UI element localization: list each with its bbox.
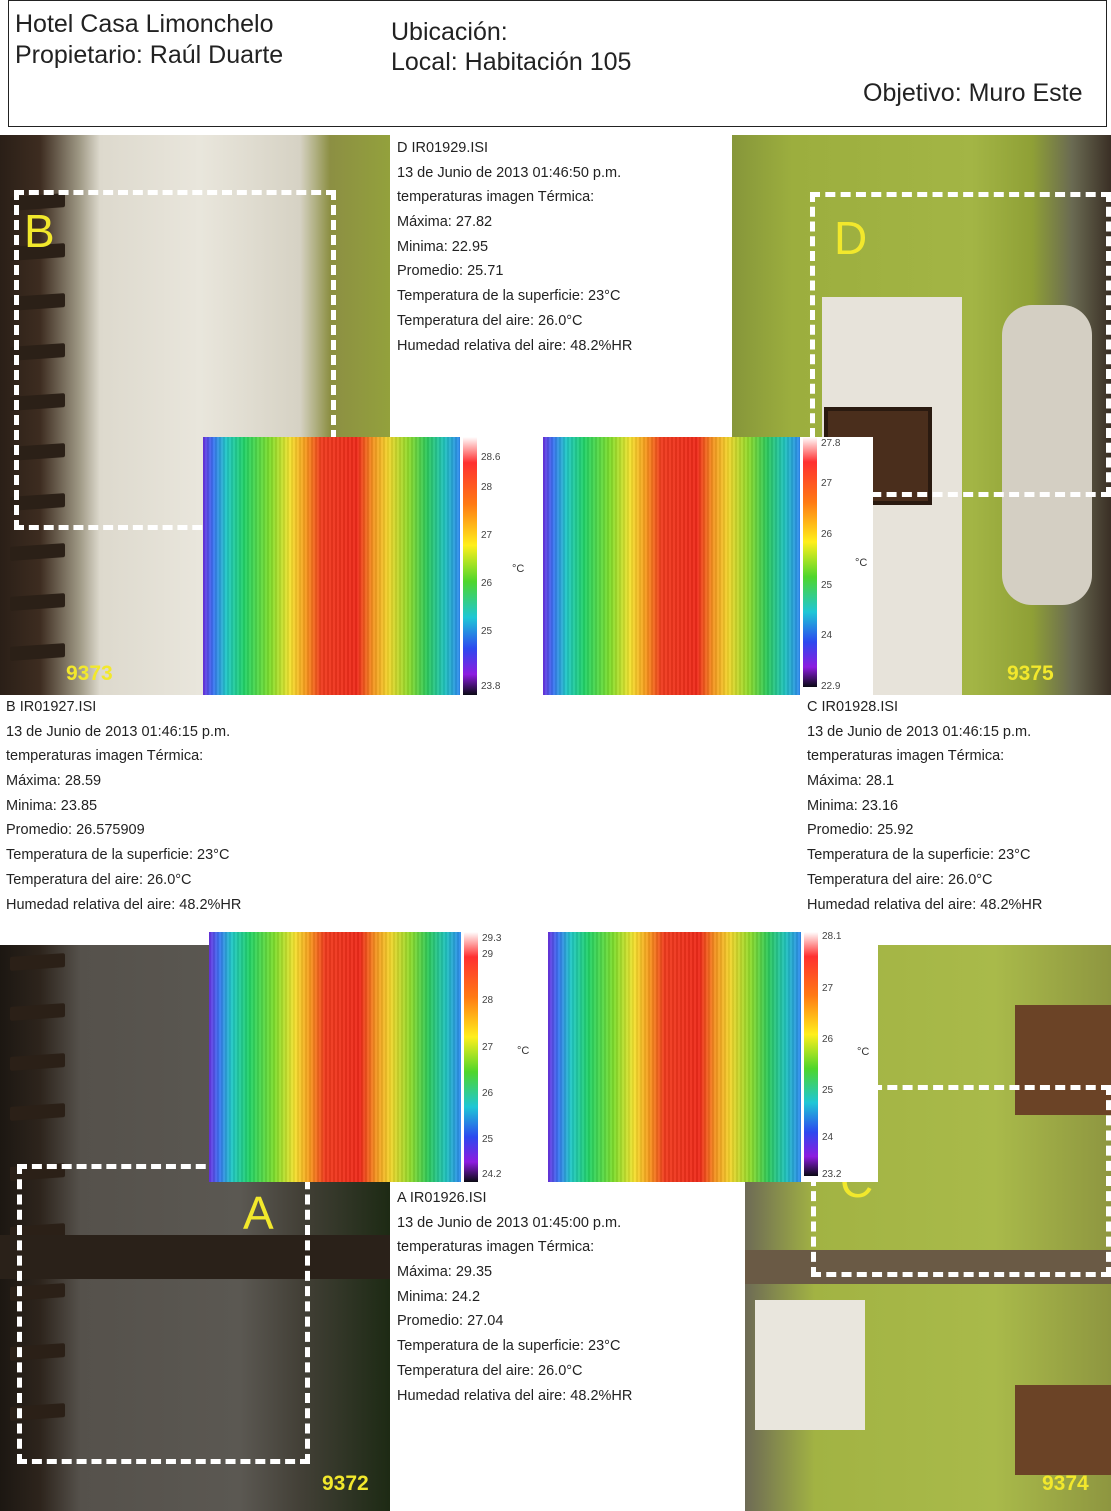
humidity: Humedad relativa del aire: 48.2%HR xyxy=(397,337,633,354)
thermal-image-d: 27.8 27 26 25 24 22.9 °C xyxy=(543,437,873,695)
color-scale-d xyxy=(803,437,817,687)
surface-temp: Temperatura de la superficie: 23°C xyxy=(6,847,230,864)
info-block-a: A IR01926.ISI 13 de Junio de 2013 01:45:… xyxy=(397,1186,632,1408)
min-temp: Minima: 24.2 xyxy=(397,1288,481,1305)
label-b: B xyxy=(24,205,55,257)
min-temp: Minima: 22.95 xyxy=(397,238,489,255)
air-temp: Temperatura del aire: 26.0°C xyxy=(397,1362,583,1379)
avg-temp: Promedio: 25.71 xyxy=(397,263,504,280)
humidity: Humedad relativa del aire: 48.2%HR xyxy=(6,896,242,913)
report-header: Hotel Casa Limonchelo Propietario: Raúl … xyxy=(8,0,1107,127)
temps-heading: temperaturas imagen Térmica: xyxy=(6,748,204,765)
photo-number-a: 9372 xyxy=(322,1472,369,1495)
scale-top-c: 28.1 xyxy=(822,931,842,942)
tick-a: 26 xyxy=(482,1088,494,1099)
temps-heading: temperaturas imagen Térmica: xyxy=(397,1239,595,1256)
capture-date: 13 de Junio de 2013 01:46:15 p.m. xyxy=(807,723,1032,740)
min-temp: Minima: 23.85 xyxy=(6,797,98,814)
max-temp: Máxima: 27.82 xyxy=(397,214,493,231)
frame-b xyxy=(14,190,336,530)
tick-c: 26 xyxy=(822,1034,834,1045)
tick-d: 25 xyxy=(821,580,833,591)
capture-date: 13 de Junio de 2013 01:46:15 p.m. xyxy=(6,723,231,740)
avg-temp: Promedio: 26.575909 xyxy=(6,822,145,839)
color-scale-b xyxy=(463,437,477,695)
air-temp: Temperatura del aire: 26.0°C xyxy=(807,871,993,888)
scale-bottom-d: 22.9 xyxy=(821,681,841,692)
tick-b: 25 xyxy=(481,626,493,637)
tick-d: 27 xyxy=(821,478,833,489)
air-temp: Temperatura del aire: 26.0°C xyxy=(6,871,192,888)
info-block-b: B IR01927.ISI 13 de Junio de 2013 01:46:… xyxy=(6,695,241,917)
tick-a: 28 xyxy=(482,995,494,1006)
tick-a: 29 xyxy=(482,949,494,960)
capture-date: 13 de Junio de 2013 01:45:00 p.m. xyxy=(397,1214,622,1231)
scale-top-b: 28.6 xyxy=(481,452,501,463)
file-name: C IR01928.ISI xyxy=(807,699,899,715)
scale-bottom-a: 24.2 xyxy=(482,1169,502,1180)
min-temp: Minima: 23.16 xyxy=(807,797,899,814)
color-scale-c xyxy=(804,932,818,1176)
tick-b: 26 xyxy=(481,578,493,589)
tick-c: 27 xyxy=(822,983,834,994)
temps-heading: temperaturas imagen Térmica: xyxy=(397,189,595,206)
unit-a: °C xyxy=(517,1045,530,1057)
color-scale-a xyxy=(464,932,478,1182)
photo-c: C 9374 xyxy=(745,945,1111,1511)
air-temp: Temperatura del aire: 26.0°C xyxy=(397,312,583,329)
hotel-name: Hotel Casa Limonchelo xyxy=(15,10,274,38)
frame-d xyxy=(810,192,1111,497)
thermal-image-b: 28.6 28 27 26 25 23.8 °C xyxy=(203,437,525,695)
temps-heading: temperaturas imagen Térmica: xyxy=(807,748,1005,765)
surface-temp: Temperatura de la superficie: 23°C xyxy=(397,1338,621,1355)
scale-top-d: 27.8 xyxy=(821,438,841,449)
owner-name: Propietario: Raúl Duarte xyxy=(15,41,284,69)
scale-bottom-c: 23.2 xyxy=(822,1169,842,1180)
unit-c: °C xyxy=(857,1046,870,1058)
thermal-image-a: 29.3 29 28 27 26 25 24.2 °C xyxy=(209,932,544,1182)
tick-d: 26 xyxy=(821,529,833,540)
unit-b: °C xyxy=(512,563,525,575)
info-block-c: C IR01928.ISI 13 de Junio de 2013 01:46:… xyxy=(807,695,1042,917)
humidity: Humedad relativa del aire: 48.2%HR xyxy=(807,896,1043,913)
thermal-image-c: 28.1 27 26 25 24 23.2 °C xyxy=(548,932,878,1182)
scale-bottom-b: 23.8 xyxy=(481,681,501,692)
frame-a xyxy=(17,1164,310,1464)
tick-a: 27 xyxy=(482,1042,494,1053)
humidity: Humedad relativa del aire: 48.2%HR xyxy=(397,1387,633,1404)
local-room: Local: Habitación 105 xyxy=(391,48,632,76)
photo-number-b: 9373 xyxy=(66,662,113,685)
scale-top-a: 29.3 xyxy=(482,933,502,944)
avg-temp: Promedio: 25.92 xyxy=(807,822,914,839)
location-label: Ubicación: xyxy=(391,18,508,46)
file-name: B IR01927.ISI xyxy=(6,699,97,715)
photo-number-d: 9375 xyxy=(1007,662,1054,685)
tick-d: 24 xyxy=(821,630,833,641)
tick-c: 24 xyxy=(822,1132,834,1143)
tick-b: 27 xyxy=(481,530,493,541)
surface-temp: Temperatura de la superficie: 23°C xyxy=(397,288,621,305)
label-d: D xyxy=(834,212,868,264)
avg-temp: Promedio: 27.04 xyxy=(397,1313,504,1330)
max-temp: Máxima: 28.1 xyxy=(807,773,895,790)
photo-number-c: 9374 xyxy=(1042,1472,1089,1495)
tick-b: 28 xyxy=(481,482,493,493)
capture-date: 13 de Junio de 2013 01:46:50 p.m. xyxy=(397,164,622,181)
tick-a: 25 xyxy=(482,1134,494,1145)
file-name: D IR01929.ISI xyxy=(397,140,489,156)
max-temp: Máxima: 29.35 xyxy=(397,1264,493,1281)
tick-c: 25 xyxy=(822,1085,834,1096)
unit-d: °C xyxy=(855,557,868,569)
file-name: A IR01926.ISI xyxy=(397,1190,487,1206)
surface-temp: Temperatura de la superficie: 23°C xyxy=(807,847,1031,864)
photo-b: B 9373 xyxy=(0,135,390,695)
objective-label: Objetivo: Muro Este xyxy=(863,79,1083,107)
max-temp: Máxima: 28.59 xyxy=(6,773,102,790)
info-block-d: D IR01929.ISI 13 de Junio de 2013 01:46:… xyxy=(397,136,632,358)
label-a: A xyxy=(243,1187,274,1239)
